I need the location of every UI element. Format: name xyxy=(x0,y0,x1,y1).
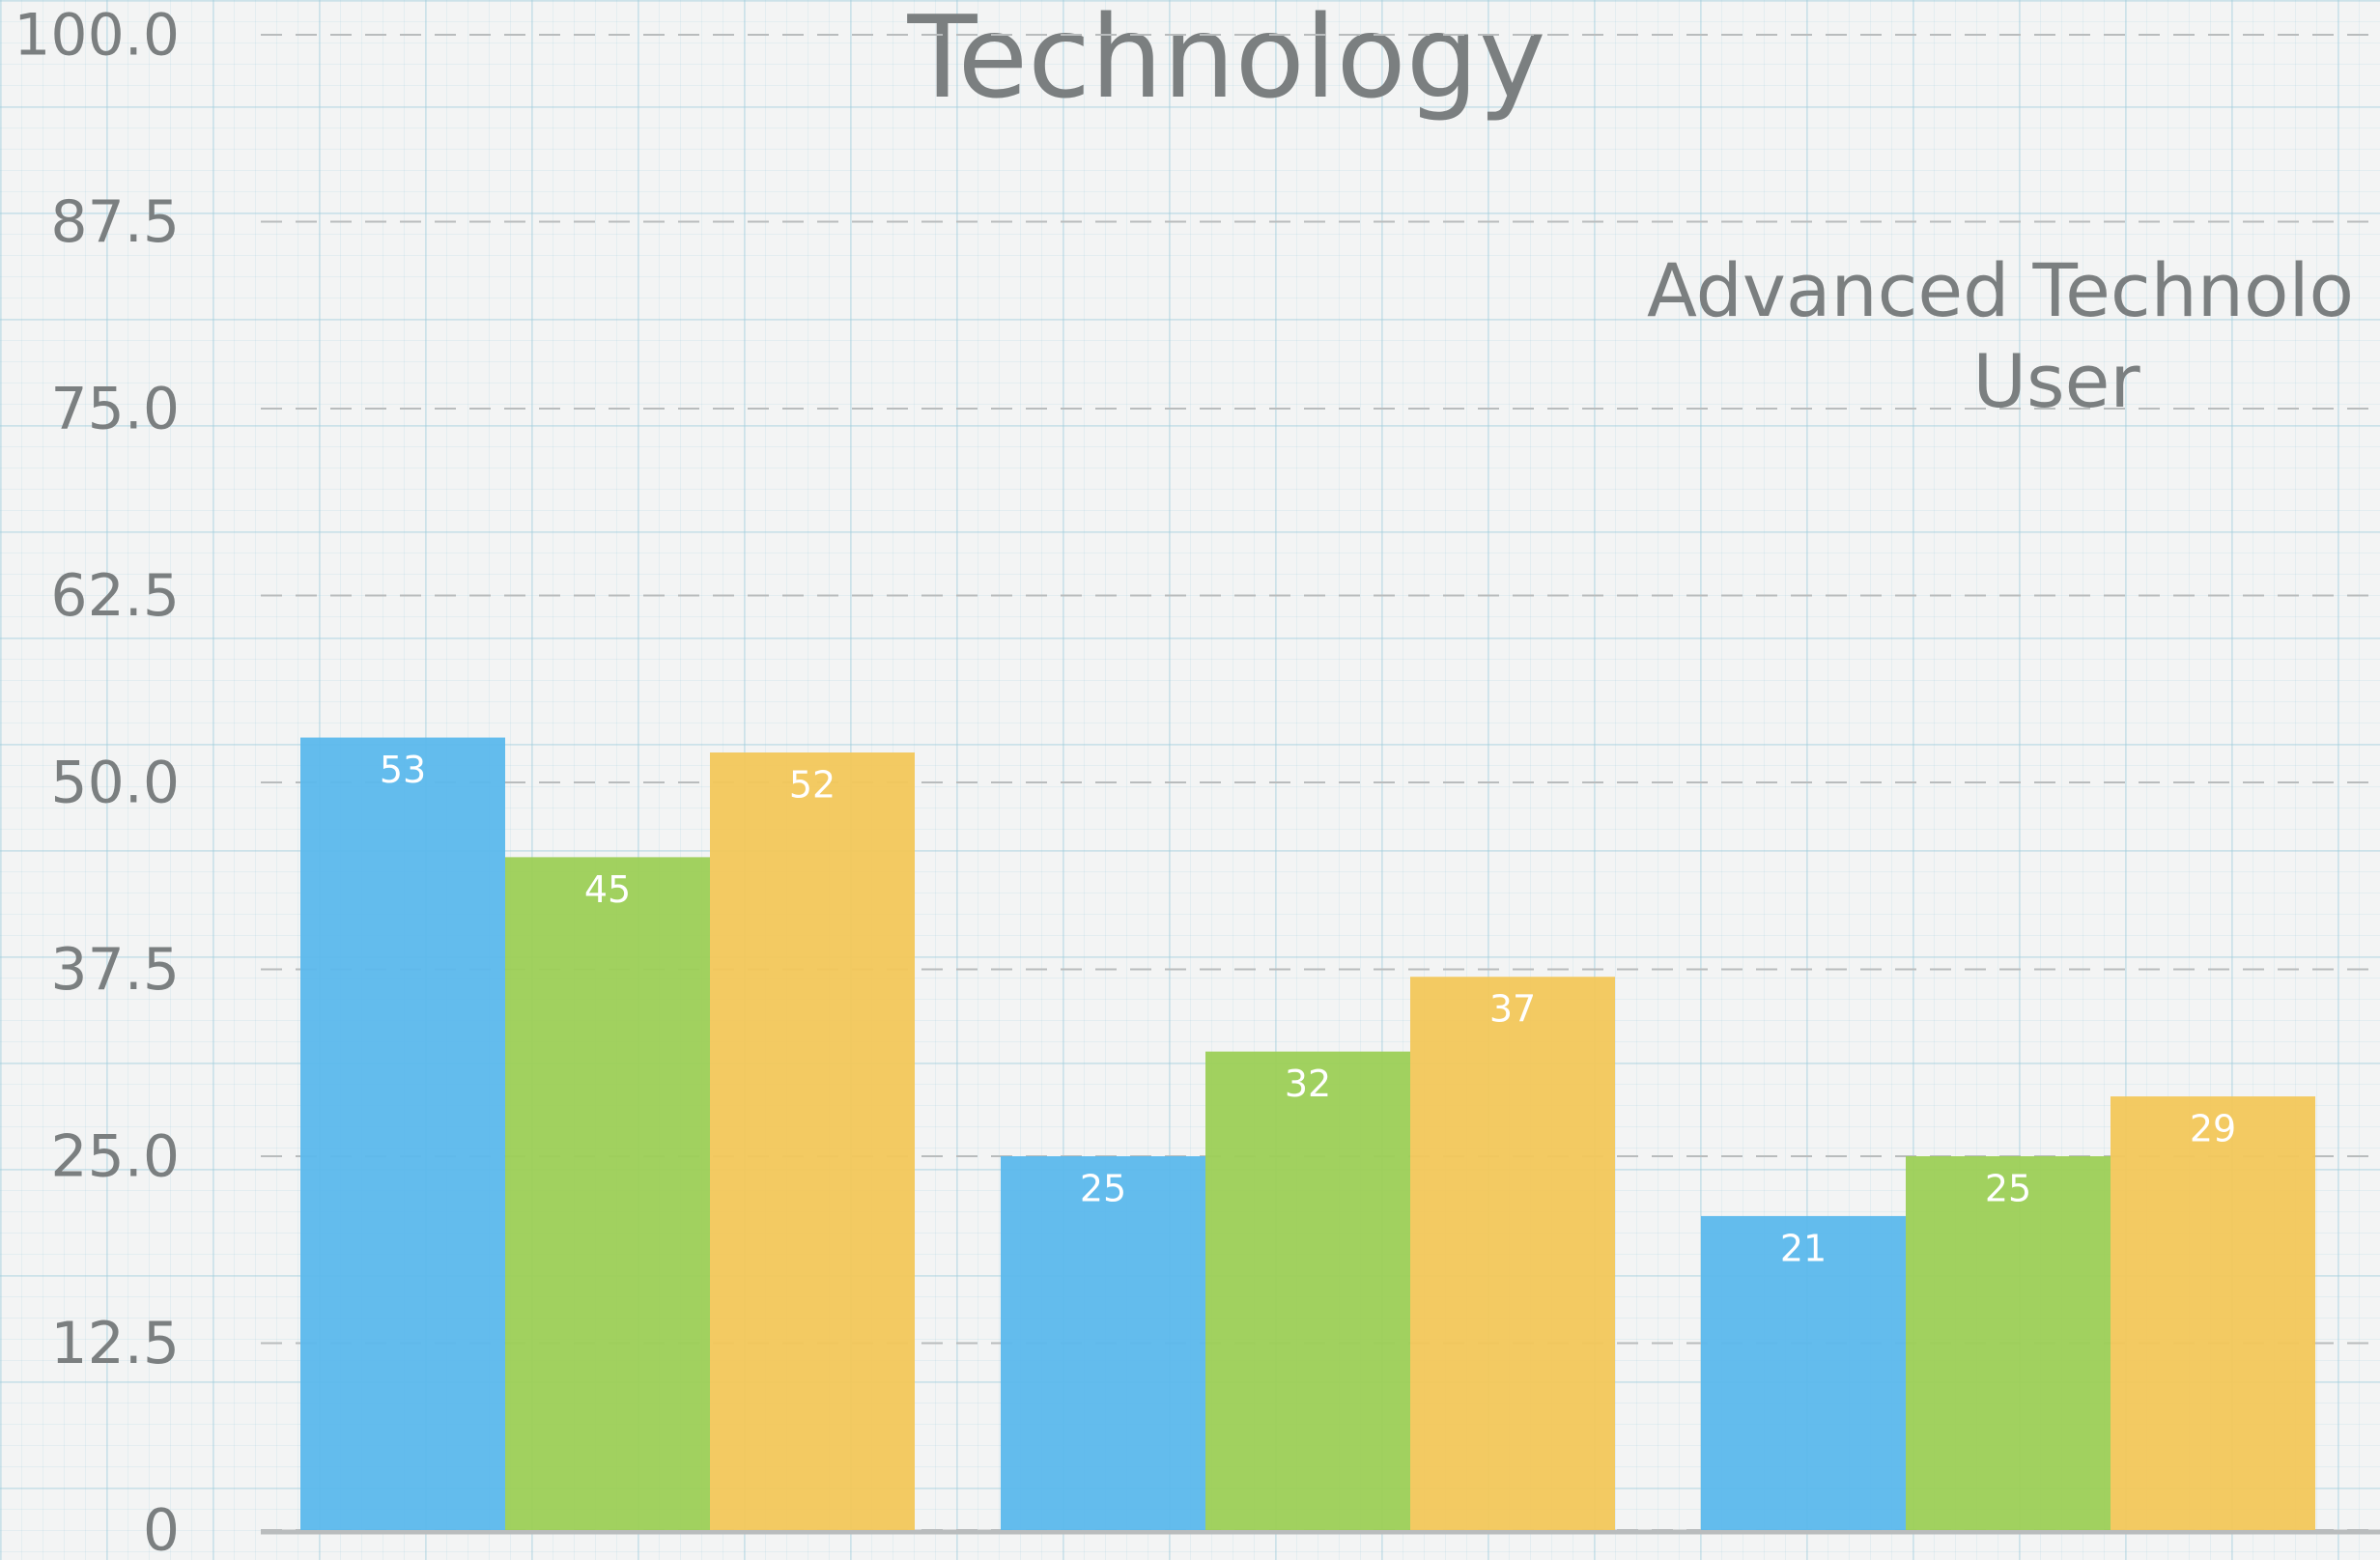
value-label: 21 xyxy=(1780,1227,1827,1269)
value-label: 37 xyxy=(1489,988,1536,1031)
y-tick-label: 75.0 xyxy=(50,376,180,443)
y-tick-label: 25.0 xyxy=(50,1123,180,1191)
annotation: User xyxy=(1972,338,2140,424)
bar xyxy=(1205,1051,1410,1530)
chart-title: Technology xyxy=(907,0,1546,124)
bar xyxy=(2111,1096,2315,1530)
y-tick-label: 100.0 xyxy=(14,2,180,70)
value-label: 53 xyxy=(380,749,426,791)
annotation: Advanced Technolo xyxy=(1647,247,2354,333)
value-label: 52 xyxy=(789,764,836,807)
y-tick-label: 37.5 xyxy=(50,936,180,1004)
value-label: 45 xyxy=(584,868,631,911)
value-label: 25 xyxy=(1985,1168,2031,1210)
bar xyxy=(1906,1156,2111,1530)
y-tick-label: 87.5 xyxy=(50,188,180,256)
y-tick-label: 50.0 xyxy=(50,750,180,817)
bar xyxy=(1410,977,1615,1530)
y-tick-label: 62.5 xyxy=(50,562,180,630)
y-tick-label: 12.5 xyxy=(50,1310,180,1377)
bar xyxy=(710,752,915,1530)
value-label: 25 xyxy=(1080,1168,1126,1210)
value-label: 32 xyxy=(1285,1063,1331,1105)
bar xyxy=(505,857,710,1530)
bar xyxy=(1701,1215,1906,1530)
bar xyxy=(1001,1156,1205,1530)
bar xyxy=(300,737,505,1530)
y-tick-label: 0 xyxy=(143,1497,180,1560)
value-label: 29 xyxy=(2190,1108,2236,1150)
